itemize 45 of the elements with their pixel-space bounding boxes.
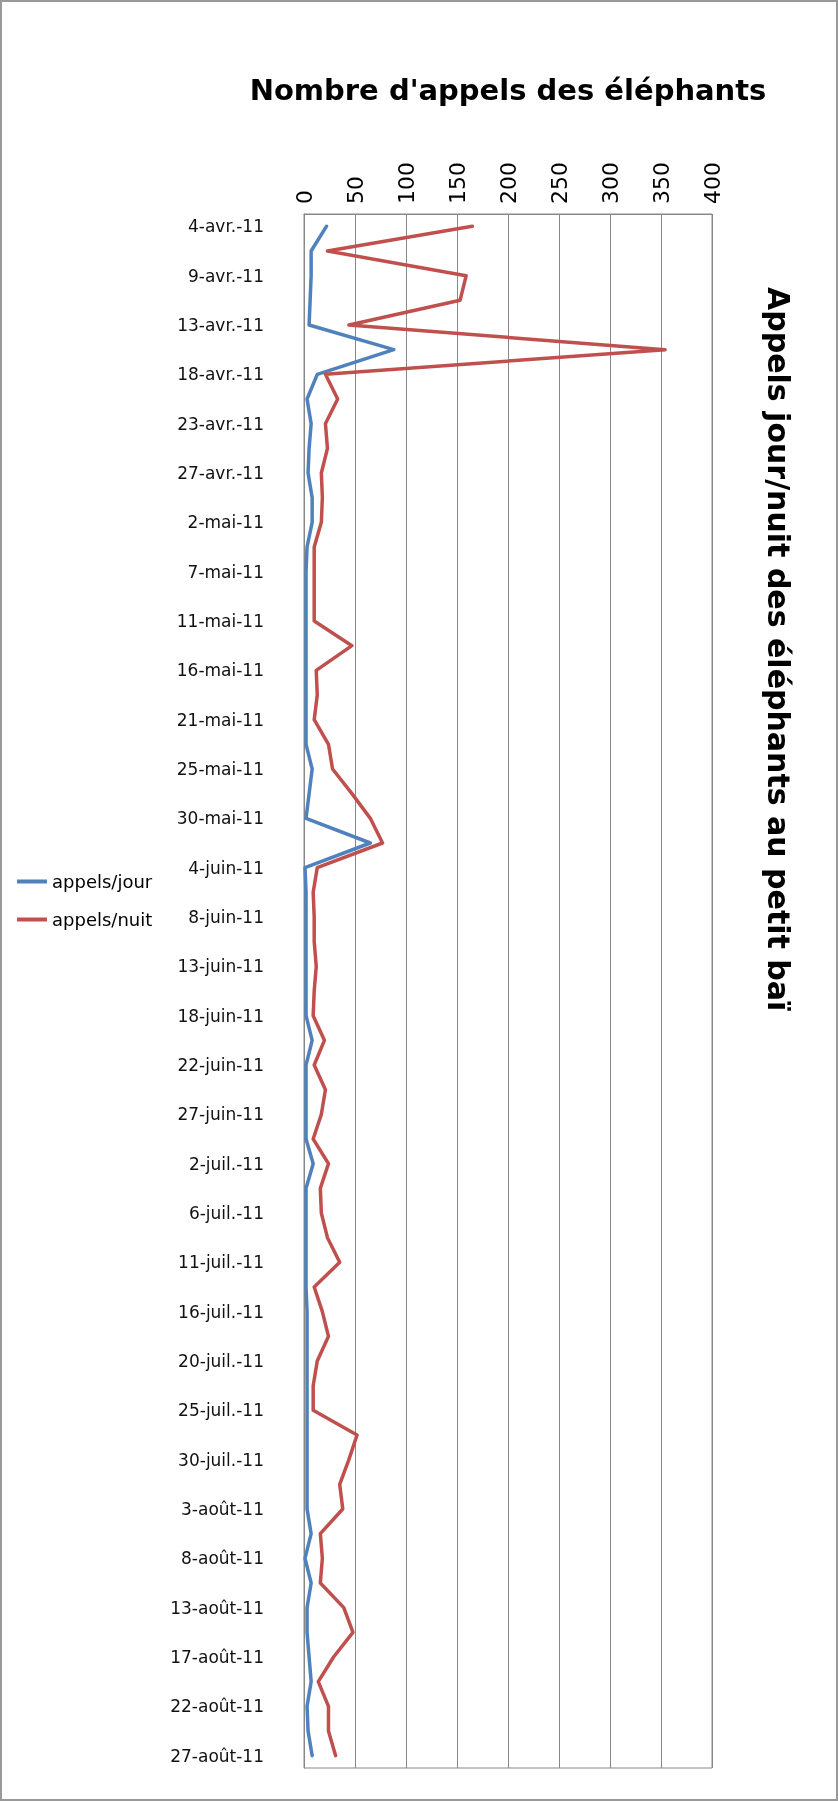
y-tick-label: 23-avr.-11 bbox=[177, 413, 264, 434]
x-axis-title: Nombre d'appels des éléphants bbox=[249, 72, 767, 107]
x-tick-label: 400 bbox=[699, 162, 725, 204]
x-tick-label: 200 bbox=[495, 162, 521, 204]
y-tick-label: 17-août-11 bbox=[170, 1647, 264, 1667]
x-tick-label: 350 bbox=[648, 162, 674, 204]
x-tick-label: 100 bbox=[393, 162, 419, 204]
y-tick-label: 16-mai-11 bbox=[176, 660, 264, 681]
y-tick-label: 13-août-11 bbox=[170, 1597, 264, 1618]
y-tick-label: 18-avr.-11 bbox=[177, 364, 264, 385]
y-tick-label: 8-juin-11 bbox=[188, 907, 264, 927]
y-tick-label: 11-juil.-11 bbox=[178, 1252, 264, 1273]
y-tick-label: 25-juil.-11 bbox=[178, 1400, 264, 1421]
y-tick-label: 27-août-11 bbox=[170, 1745, 264, 1766]
y-tick-label: 4-juin-11 bbox=[188, 857, 264, 878]
y-tick-label: 13-avr.-11 bbox=[177, 315, 264, 335]
legend-label: appels/nuit bbox=[52, 909, 153, 930]
y-tick-label: 30-mai-11 bbox=[176, 808, 264, 829]
y-tick-label: 27-juin-11 bbox=[177, 1104, 264, 1125]
y-tick-label: 16-juil.-11 bbox=[178, 1301, 264, 1322]
y-tick-label: 7-mai-11 bbox=[187, 561, 264, 582]
y-tick-label: 13-juin-11 bbox=[177, 956, 264, 977]
y-tick-label: 8-août-11 bbox=[181, 1548, 264, 1569]
x-tick-label: 300 bbox=[597, 162, 623, 204]
x-tick-label: 50 bbox=[342, 176, 368, 204]
x-tick-label: 250 bbox=[546, 162, 572, 204]
x-tick-label: 0 bbox=[291, 190, 317, 204]
y-tick-label: 2-mai-11 bbox=[187, 512, 264, 533]
y-tick-label: 9-avr.-11 bbox=[187, 265, 264, 286]
y-tick-label: 11-mai-11 bbox=[176, 611, 264, 631]
y-tick-label: 22-août-11 bbox=[170, 1696, 264, 1717]
y-tick-label: 3-août-11 bbox=[181, 1499, 264, 1519]
x-tick-label: 150 bbox=[444, 162, 470, 204]
y-tick-label: 27-avr.-11 bbox=[177, 463, 264, 483]
y-tick-label: 4-avr.-11 bbox=[187, 216, 264, 237]
y-tick-label: 25-mai-11 bbox=[176, 759, 264, 779]
y-tick-label: 20-juil.-11 bbox=[178, 1351, 264, 1371]
y-tick-label: 6-juil.-11 bbox=[188, 1203, 264, 1223]
text: Appels jour/nuit des éléphants au petit baï bbox=[761, 287, 796, 1012]
y-tick-label: 21-mai-11 bbox=[176, 709, 264, 730]
y-tick-label: 30-juil.-11 bbox=[178, 1449, 264, 1470]
y-tick-label: 22-juin-11 bbox=[177, 1055, 264, 1075]
legend-label: appels/jour bbox=[52, 871, 153, 892]
y-tick-label: 2-juil.-11 bbox=[188, 1153, 264, 1174]
y-tick-label: 18-juin-11 bbox=[177, 1005, 264, 1026]
